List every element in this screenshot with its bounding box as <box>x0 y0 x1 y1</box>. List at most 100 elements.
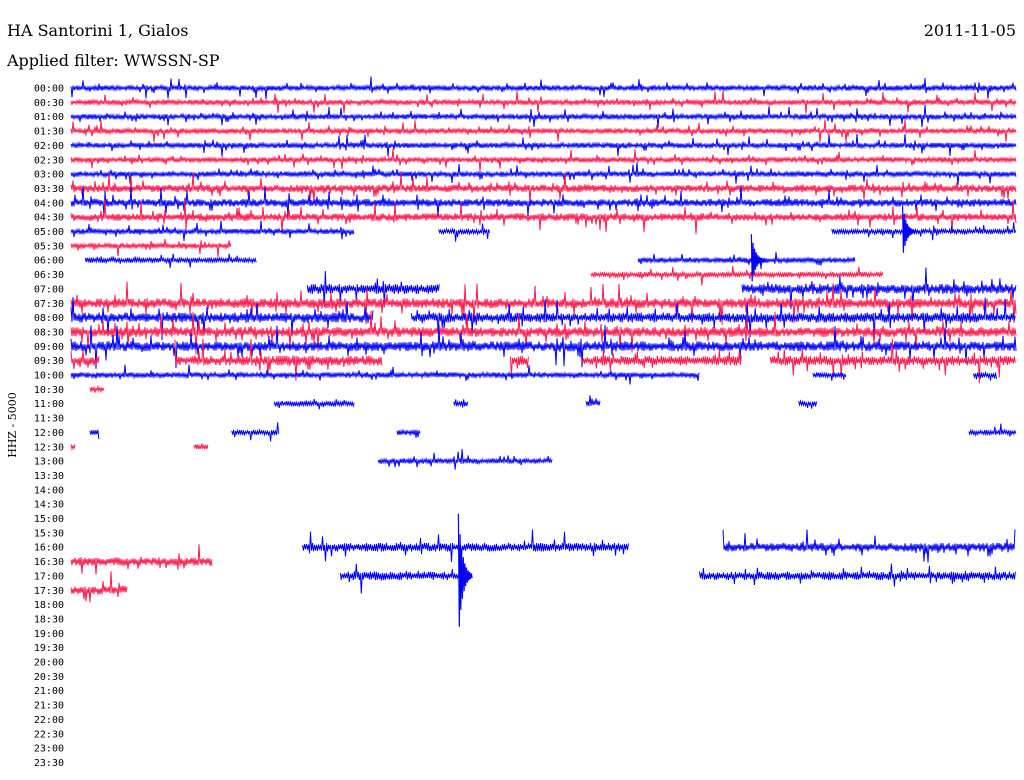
time-tick: 21:30 <box>34 701 64 712</box>
trace-segment <box>410 297 1016 340</box>
time-tick: 02:00 <box>34 141 64 152</box>
trace-segment <box>509 355 529 377</box>
trace-segment <box>273 399 355 410</box>
trace-segment <box>70 220 355 242</box>
time-tick: 21:00 <box>34 686 64 697</box>
time-tick: 00:30 <box>34 98 64 109</box>
trace-segment <box>70 324 1017 369</box>
time-tick: 10:30 <box>34 385 64 396</box>
event-spike <box>750 234 766 282</box>
trace-segment <box>438 223 491 242</box>
time-tick: 08:00 <box>34 313 64 324</box>
trace-segment <box>637 252 856 270</box>
trace-segment <box>590 265 884 286</box>
trace-segment <box>70 119 1017 143</box>
time-tick: 10:00 <box>34 371 64 382</box>
time-tick: 16:30 <box>34 557 64 568</box>
time-tick: 22:30 <box>34 729 64 740</box>
filter-label: Applied filter: WWSSN-SP <box>7 51 220 70</box>
trace-segment <box>70 185 1017 218</box>
trace-segment <box>70 571 128 603</box>
trace-segment <box>798 399 818 409</box>
time-tick: 04:30 <box>34 213 64 224</box>
trace-segment <box>698 563 1016 587</box>
time-tick: 01:30 <box>34 127 64 138</box>
trace-segment <box>70 297 374 340</box>
trace-segment <box>741 267 1017 310</box>
time-tick: 05:00 <box>34 227 64 238</box>
time-tick: 11:30 <box>34 414 64 425</box>
trace-segment <box>831 222 1017 241</box>
trace-segment <box>70 148 1017 172</box>
time-tick: 06:30 <box>34 270 64 281</box>
trace-segment <box>377 449 553 470</box>
trace-segment <box>70 349 100 370</box>
trace-segment <box>70 444 76 451</box>
time-tick: 04:00 <box>34 198 64 209</box>
trace-segment <box>70 104 1017 129</box>
trace-segment <box>231 422 280 442</box>
trace-segment <box>70 364 700 385</box>
time-tick: 18:00 <box>34 600 64 611</box>
station-title: HA Santorini 1, Gialos <box>7 21 189 40</box>
time-tick: 23:30 <box>34 758 64 769</box>
trace-segment <box>70 199 1017 235</box>
trace-segment <box>174 338 383 381</box>
trace-segment <box>396 428 421 438</box>
time-tick: 05:30 <box>34 241 64 252</box>
time-tick: 16:00 <box>34 543 64 554</box>
time-tick: 14:00 <box>34 485 64 496</box>
time-tick: 01:00 <box>34 112 64 123</box>
events <box>457 205 917 627</box>
time-tick: 20:00 <box>34 658 64 669</box>
trace-segment <box>70 172 1017 204</box>
trace-segment <box>89 384 105 394</box>
time-tick: 13:30 <box>34 471 64 482</box>
time-tick: 15:00 <box>34 514 64 525</box>
time-tick: 06:00 <box>34 256 64 267</box>
trace-segment <box>580 350 742 372</box>
trace-segment <box>70 238 232 258</box>
time-tick: 17:30 <box>34 586 64 597</box>
trace-segment <box>70 544 213 575</box>
time-tick: 17:00 <box>34 571 64 582</box>
trace-segment <box>70 162 1017 185</box>
time-tick: 12:00 <box>34 428 64 439</box>
time-tick: 22:00 <box>34 715 64 726</box>
time-tick: 00:00 <box>34 84 64 95</box>
time-tick: 02:30 <box>34 155 64 166</box>
traces <box>70 76 1017 603</box>
trace-segment <box>769 338 1016 384</box>
trace-segment <box>453 399 469 408</box>
trace-segment <box>193 443 209 451</box>
time-tick: 23:00 <box>34 744 64 755</box>
event-spike <box>902 205 917 253</box>
time-tick: 12:30 <box>34 442 64 453</box>
time-tick: 03:30 <box>34 184 64 195</box>
time-tick: 09:30 <box>34 356 64 367</box>
trace-segment <box>70 90 1017 114</box>
time-tick: 20:30 <box>34 672 64 683</box>
time-tick: 07:30 <box>34 299 64 310</box>
time-tick: 03:00 <box>34 170 64 181</box>
time-tick: 18:30 <box>34 614 64 625</box>
y-axis-label: HHZ - 5000 <box>6 392 19 458</box>
time-tick: 15:30 <box>34 528 64 539</box>
trace-segment <box>306 270 440 308</box>
time-tick: 08:30 <box>34 327 64 338</box>
time-axis: 00:00 00:30 01:00 01:30 02:00 02:30 03:00 03:30… <box>34 84 64 769</box>
date-label: 2011-11-05 <box>923 21 1016 40</box>
trace-segment <box>973 370 997 381</box>
trace-segment <box>70 133 1017 157</box>
trace-segment <box>70 281 1017 325</box>
time-tick: 07:00 <box>34 284 64 295</box>
time-tick: 14:30 <box>34 500 64 511</box>
trace-segment <box>70 310 1017 355</box>
time-tick: 19:30 <box>34 643 64 654</box>
event-spike <box>457 513 473 627</box>
time-tick: 19:00 <box>34 629 64 640</box>
time-tick: 13:00 <box>34 457 64 468</box>
trace-segment <box>585 395 601 408</box>
time-tick: 11:00 <box>34 399 64 410</box>
